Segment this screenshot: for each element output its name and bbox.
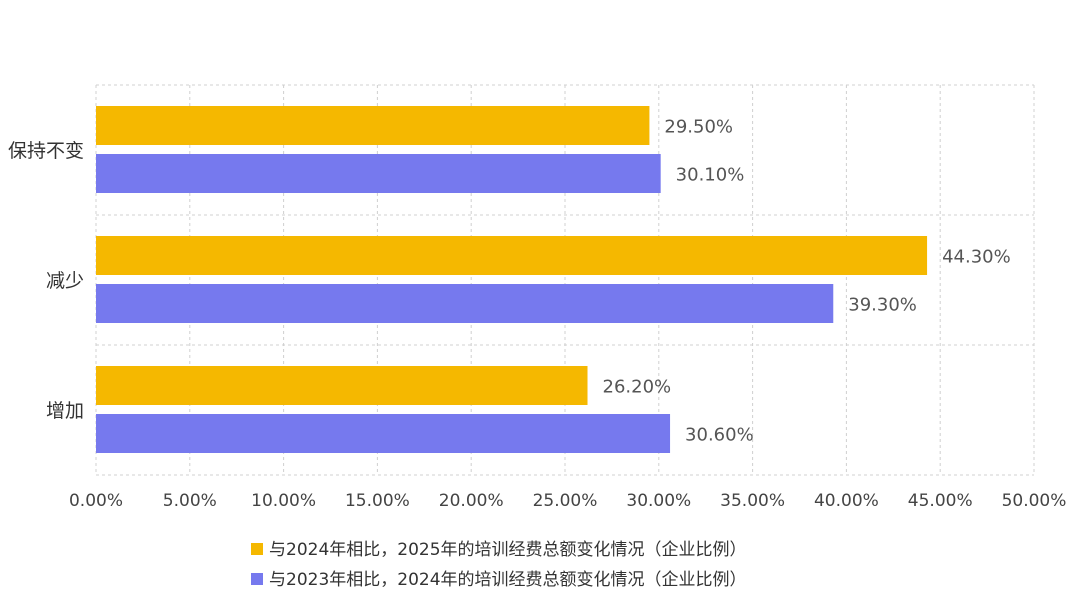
x-tick-label: 0.00% [69,491,123,511]
data-label: 39.30% [848,295,917,316]
bar-series-1-1[interactable] [96,106,650,145]
category-label: 保持不变 [8,140,84,162]
x-tick-label: 5.00% [163,491,217,511]
bar-series-2-3[interactable] [96,414,671,453]
legend-item-1[interactable]: 与2024年相比，2025年的培训经费总额变化情况（企业比例） [251,540,747,560]
x-tick-label: 35.00% [720,491,785,511]
legend-label: 与2023年相比，2024年的培训经费总额变化情况（企业比例） [269,570,747,590]
legend-item-2[interactable]: 与2023年相比，2024年的培训经费总额变化情况（企业比例） [251,570,747,590]
legend[interactable]: 与2024年相比，2025年的培训经费总额变化情况（企业比例） 与2023年相比，… [251,540,747,590]
bar-series-2-2[interactable] [96,284,834,323]
data-label: 26.20% [603,377,672,398]
category-label: 减少 [46,270,84,292]
bars [96,106,928,453]
data-label: 29.50% [664,117,733,138]
x-axis-tick-labels: 0.00% 5.00% 10.00% 15.00% 20.00% 25.00% 30.00%… [69,491,1066,511]
bar-series-1-3[interactable] [96,366,588,405]
bar-series-2-1[interactable] [96,154,661,193]
x-tick-label: 50.00% [1002,491,1067,511]
value-labels: 29.50% 30.10% 44.30% 39.30% 26.20% 30.60% [603,117,1011,446]
x-tick-label: 25.00% [533,491,598,511]
x-tick-label: 30.00% [626,491,691,511]
x-tick-label: 40.00% [814,491,879,511]
legend-label: 与2024年相比，2025年的培训经费总额变化情况（企业比例） [269,540,747,560]
legend-swatch [251,573,263,585]
x-tick-label: 15.00% [345,491,410,511]
legend-swatch [251,543,263,555]
data-label: 44.30% [942,247,1011,268]
x-tick-label: 10.00% [251,491,316,511]
data-label: 30.60% [685,425,754,446]
bar-series-1-2[interactable] [96,236,928,275]
grid [95,84,1035,476]
data-label: 30.10% [676,165,745,186]
x-tick-label: 20.00% [439,491,504,511]
x-tick-label: 45.00% [908,491,973,511]
category-label: 增加 [46,400,84,422]
